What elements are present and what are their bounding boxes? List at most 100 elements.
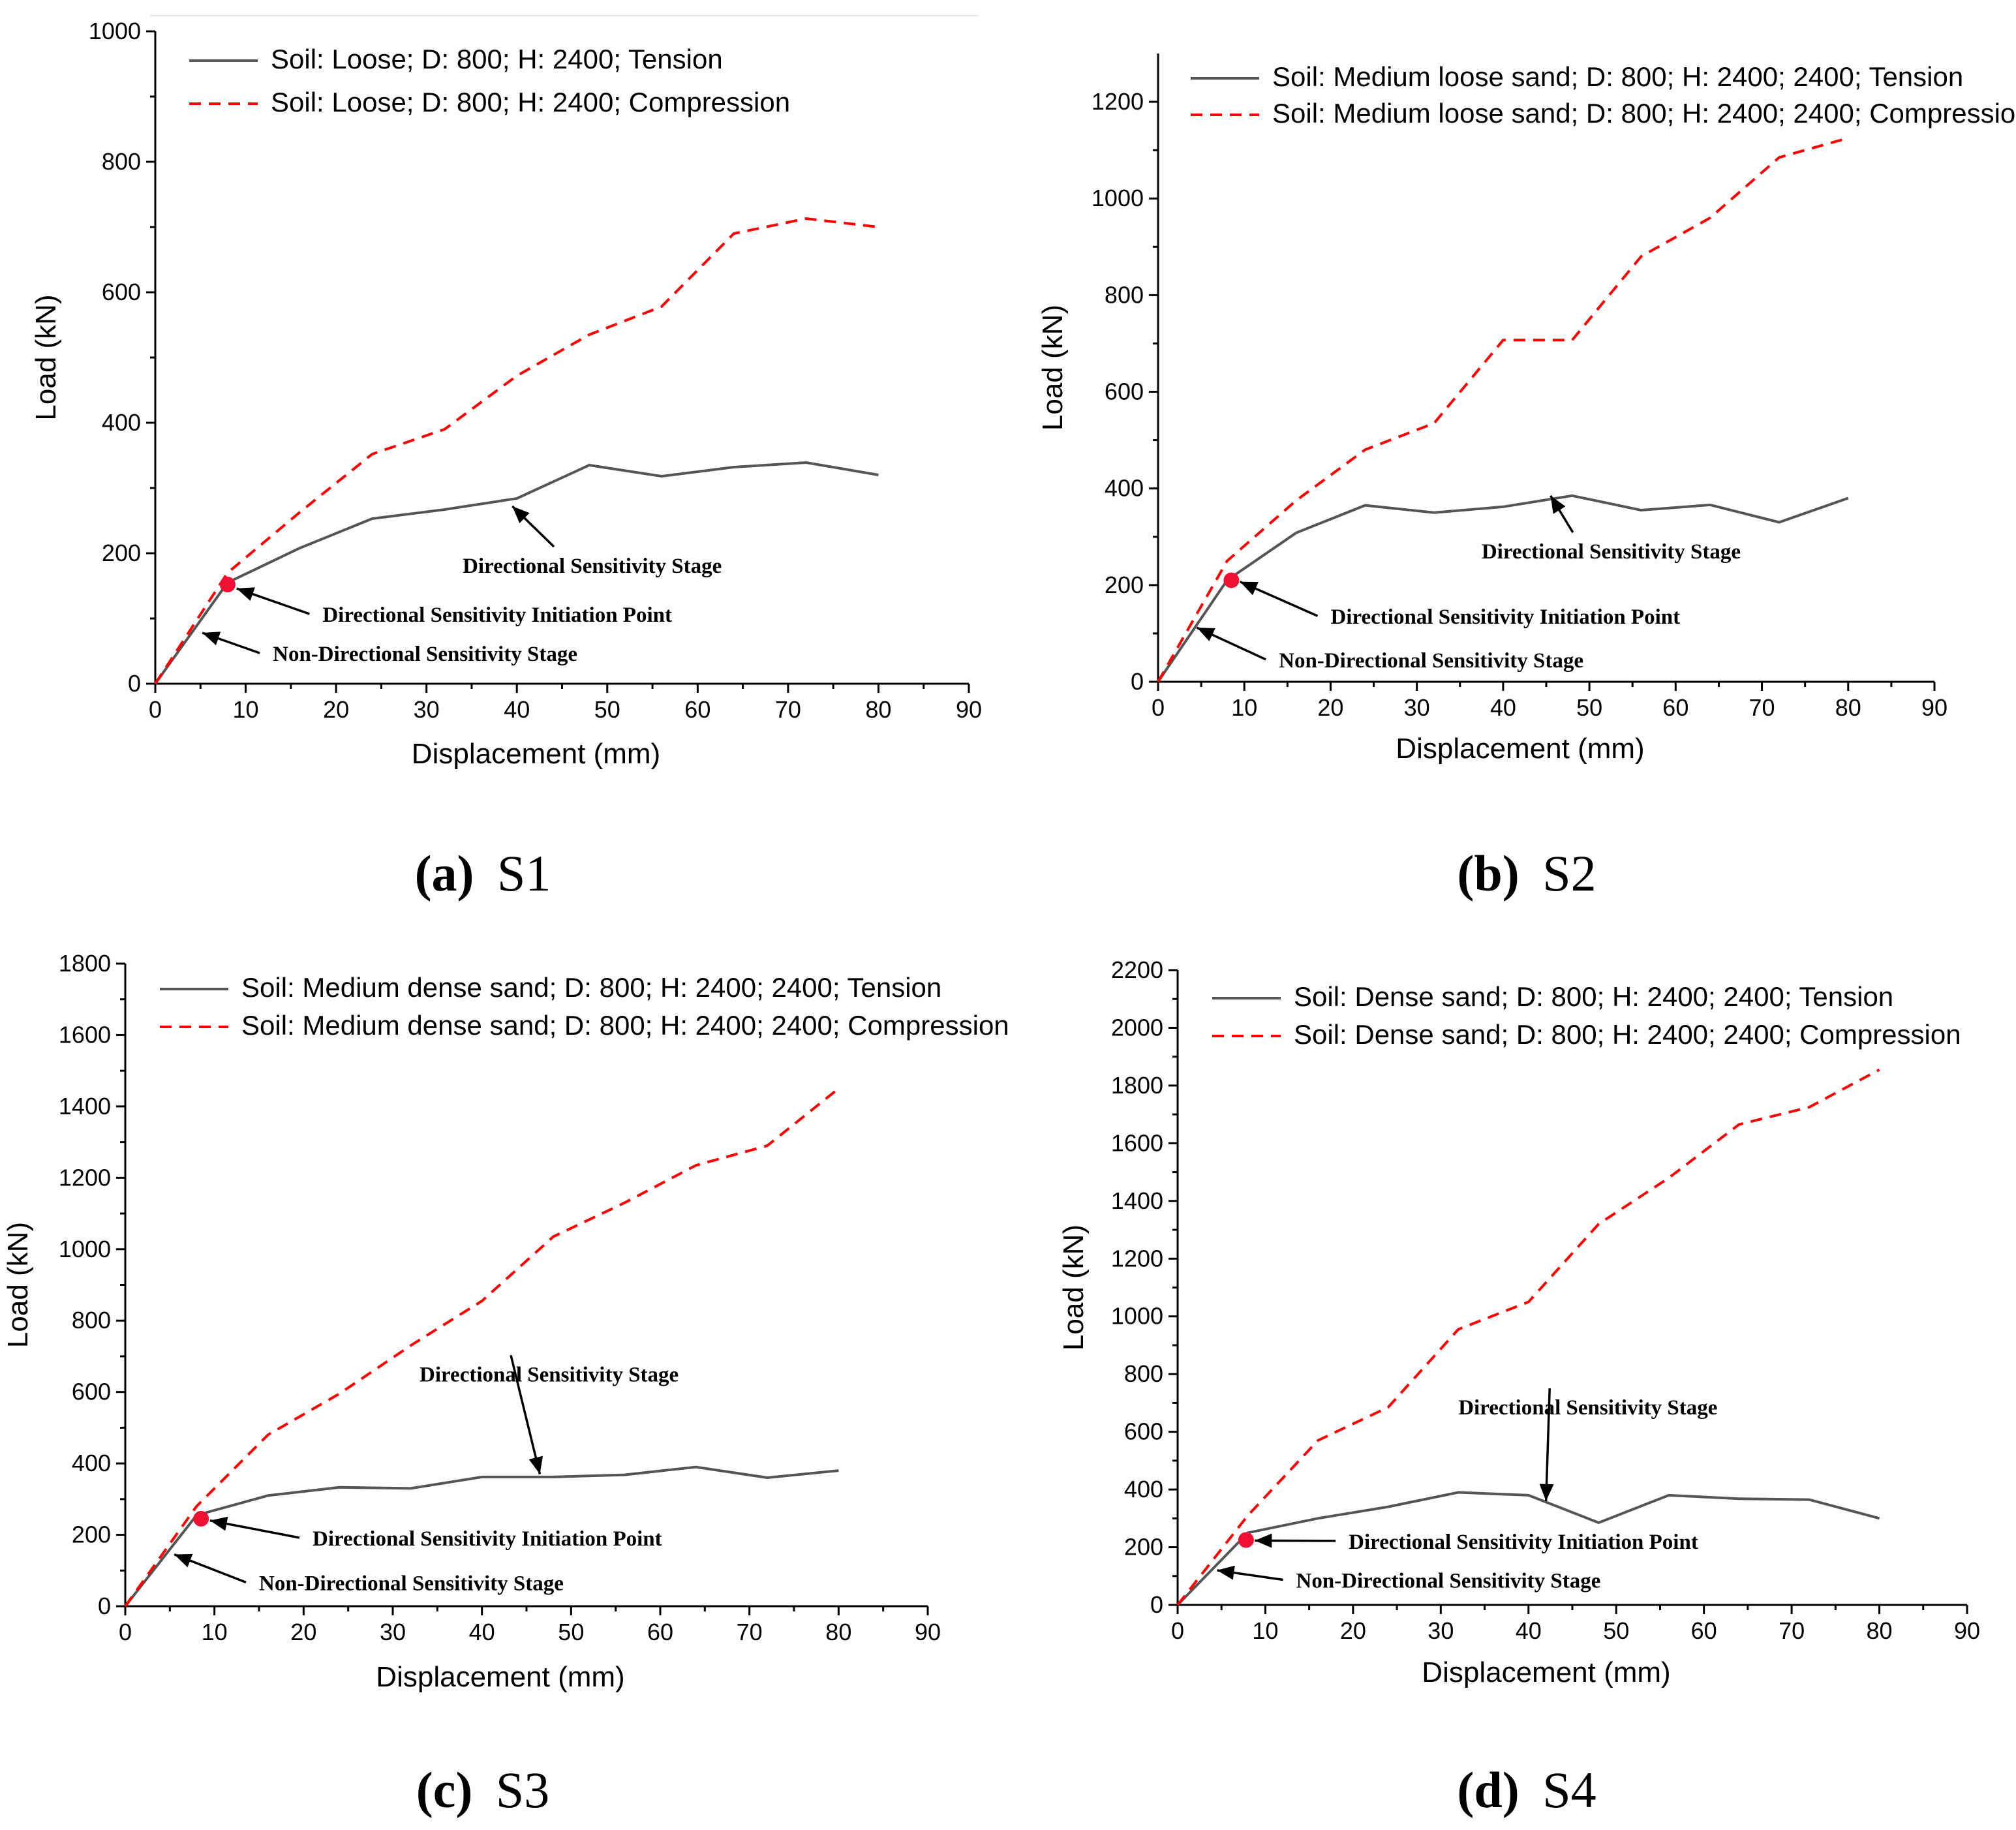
x-tick-label: 20 — [323, 696, 349, 723]
y-tick-label: 2000 — [1111, 1014, 1163, 1041]
x-tick-label: 80 — [825, 1619, 851, 1645]
legend-label-tension: Soil: Medium loose sand; D: 800; H: 2400… — [1272, 61, 1963, 92]
y-tick-label: 600 — [102, 279, 141, 305]
y-tick-label: 1200 — [59, 1164, 111, 1191]
tension-series-line — [1157, 494, 1849, 683]
x-tick-label: 70 — [737, 1619, 763, 1645]
y-tick-label: 200 — [1124, 1534, 1163, 1561]
x-tick-label: 40 — [469, 1619, 495, 1645]
annotation-label: Non-Directional Sensitivity Stage — [273, 643, 577, 666]
x-tick-label: 0 — [119, 1619, 132, 1645]
y-tick-label: 1800 — [59, 950, 111, 977]
x-tick-label: 20 — [1340, 1617, 1366, 1644]
caption-a-label: (a) — [415, 845, 474, 902]
annotation-arrowhead — [1550, 495, 1566, 514]
caption-d-id: S4 — [1542, 1761, 1596, 1818]
y-tick-label: 0 — [98, 1593, 111, 1619]
caption-b-label: (b) — [1457, 845, 1519, 902]
y-tick-label: 600 — [1105, 378, 1144, 405]
y-tick-label: 1800 — [1111, 1072, 1163, 1099]
annotation-arrowhead — [1217, 1565, 1235, 1580]
caption-b-id: S2 — [1542, 845, 1596, 902]
annotation-arrowhead — [202, 632, 221, 646]
annotation-label: Directional Sensitivity Stage — [1458, 1396, 1717, 1420]
y-tick-label: 1200 — [1092, 88, 1144, 115]
y-tick-label: 800 — [1105, 281, 1144, 308]
annotation-arrowhead — [209, 1516, 228, 1531]
x-tick-label: 60 — [1691, 1617, 1717, 1644]
caption-a: (a) S1 — [415, 845, 551, 902]
caption-d-label: (d) — [1457, 1761, 1519, 1818]
x-tick-label: 70 — [1779, 1617, 1805, 1644]
y-tick-label: 600 — [72, 1379, 111, 1405]
annotation-label: Directional Sensitivity Initiation Point — [1330, 605, 1680, 629]
y-tick-label: 800 — [1124, 1360, 1163, 1387]
y-tick-label: 200 — [72, 1521, 111, 1548]
x-tick-label: 50 — [594, 696, 620, 723]
legend-label-compression: Soil: Medium loose sand; D: 800; H: 2400… — [1272, 98, 2016, 129]
x-tick-label: 50 — [1576, 694, 1602, 721]
y-tick-label: 1200 — [1111, 1245, 1163, 1272]
annotation-arrowhead — [1255, 1533, 1272, 1548]
annotation-arrowhead — [174, 1553, 193, 1568]
x-tick-label: 0 — [1152, 694, 1165, 721]
x-tick-label: 0 — [149, 696, 162, 723]
y-tick-label: 1600 — [1111, 1129, 1163, 1156]
x-axis-title: Displacement (mm) — [1422, 1656, 1670, 1688]
y-tick-label: 1400 — [1111, 1187, 1163, 1214]
x-tick-label: 30 — [1404, 694, 1430, 721]
panel-c: 0 10 20 30 40 50 60 70 80 90 0 200 400 600 800 1000 1200… — [2, 950, 1009, 1693]
x-tick-label: 90 — [1921, 694, 1947, 721]
tension-series-line — [154, 461, 879, 685]
x-tick-label: 40 — [1490, 694, 1516, 721]
initiation-point-marker — [1223, 572, 1240, 588]
tension-series-line — [1176, 1491, 1880, 1606]
annotation-label: Directional Sensitivity Initiation Point — [322, 603, 672, 627]
y-tick-label: 1600 — [59, 1021, 111, 1048]
y-tick-label: 1000 — [89, 18, 141, 44]
annotation-arrowhead — [512, 506, 530, 524]
x-tick-label: 60 — [684, 696, 710, 723]
y-tick-label: 2200 — [1111, 956, 1163, 983]
tension-series-line — [124, 1465, 839, 1608]
x-tick-label: 80 — [865, 696, 891, 723]
x-tick-label: 60 — [1662, 694, 1688, 721]
caption-a-id: S1 — [497, 845, 551, 902]
initiation-point-marker — [193, 1510, 209, 1527]
y-tick-label: 600 — [1124, 1418, 1163, 1445]
x-axis-title: Displacement (mm) — [1396, 733, 1644, 765]
annotation-arrowhead — [528, 1456, 543, 1474]
caption-d: (d) S4 — [1457, 1761, 1596, 1818]
x-tick-label: 30 — [1428, 1617, 1454, 1644]
x-tick-label: 10 — [233, 696, 259, 723]
compression-series-line — [1157, 136, 1849, 682]
x-axis-title: Displacement (mm) — [412, 738, 660, 770]
annotation-arrow — [1544, 1388, 1551, 1501]
x-tick-label: 70 — [1749, 694, 1775, 721]
compression-series-line — [1176, 1068, 1880, 1606]
x-tick-label: 10 — [1252, 1617, 1278, 1644]
y-tick-label: 1400 — [59, 1093, 111, 1120]
x-tick-label: 80 — [1835, 694, 1861, 721]
initiation-point-marker — [1238, 1532, 1254, 1548]
y-axis-title: Load (kN) — [1058, 1225, 1090, 1350]
y-tick-label: 1000 — [1092, 185, 1144, 211]
x-tick-label: 60 — [647, 1619, 673, 1645]
x-tick-label: 50 — [1603, 1617, 1629, 1644]
annotation-label: Directional Sensitivity Initiation Point — [1349, 1531, 1698, 1554]
legend-label-compression: Soil: Medium dense sand; D: 800; H: 2400… — [241, 1010, 1009, 1041]
legend-label-tension: Soil: Loose; D: 800; H: 2400; Tension — [271, 44, 723, 74]
x-tick-label: 20 — [1317, 694, 1343, 721]
x-tick-label: 10 — [202, 1619, 228, 1645]
y-tick-label: 800 — [102, 148, 141, 175]
x-tick-label: 0 — [1171, 1617, 1184, 1644]
y-tick-label: 200 — [1105, 572, 1144, 598]
y-tick-label: 1000 — [59, 1236, 111, 1262]
y-tick-label: 400 — [102, 409, 141, 436]
annotation-label: Non-Directional Sensitivity Stage — [1279, 649, 1583, 673]
y-tick-label: 0 — [128, 670, 141, 697]
panel-b: 0 10 20 30 40 50 60 70 80 90 0 200 400 600 800 1000 1200… — [1037, 53, 2016, 765]
compression-series-line — [124, 1087, 840, 1608]
annotation-arrowhead — [1240, 581, 1259, 596]
